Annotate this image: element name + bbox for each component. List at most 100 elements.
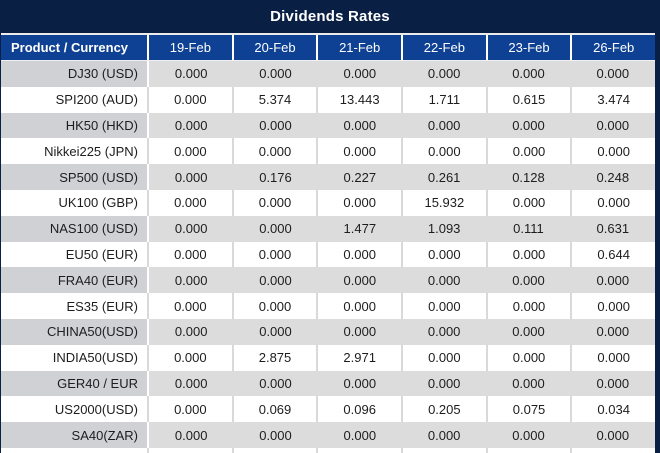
table-row: ES35 (EUR) 0.000 0.000 0.000 0.000 0.000 0.000 — [1, 293, 656, 319]
dividend-value: 0.096 — [318, 396, 404, 423]
dividend-value: 0.000 — [317, 370, 402, 397]
sliver-cell — [572, 448, 655, 453]
dividend-value: 0.000 — [572, 189, 656, 216]
product-label: NAS100 (USD) — [1, 215, 149, 242]
dividend-value: 0.000 — [317, 318, 402, 345]
product-label: SA40(ZAR) — [1, 422, 149, 448]
table-row: UK100 (GBP) 0.000 0.000 0.000 15.932 0.000 0.0… — [1, 189, 656, 216]
product-label: EU50 (EUR) — [1, 241, 149, 268]
table-row: US2000(USD) 0.000 0.069 0.096 0.205 0.075 0.03… — [1, 396, 656, 423]
dividend-value: 0.000 — [487, 138, 573, 165]
dividend-value: 5.374 — [233, 86, 319, 113]
table-row: HK50 (HKD) 0.000 0.000 0.000 0.000 0.000 0.000 — [1, 112, 655, 139]
table-row: DJ30 (USD) 0.000 0.000 0.000 0.000 0.000 0.000 — [1, 61, 655, 87]
dividend-value: 0.000 — [317, 112, 402, 139]
dividend-value: 0.111 — [486, 215, 571, 242]
sliver-cell — [318, 448, 404, 453]
dividends-table: Product / Currency 19-Feb 20-Feb 21-Feb … — [1, 33, 656, 453]
table-row: Nikkei225 (JPN) 0.000 0.000 0.000 0.000 0.000… — [1, 138, 656, 165]
dividend-value: 0.000 — [149, 61, 234, 87]
dividend-value: 0.000 — [570, 318, 655, 345]
dividend-value: 0.000 — [570, 267, 655, 294]
column-header-date: 23-Feb — [488, 35, 573, 60]
dividend-value: 0.000 — [233, 112, 318, 139]
dividend-value: 0.000 — [486, 112, 571, 139]
dividend-value: 15.932 — [403, 189, 488, 216]
dividend-value: 0.000 — [149, 422, 234, 448]
dividend-value: 0.000 — [401, 422, 487, 448]
product-label: DJ30 (USD) — [1, 61, 149, 87]
title-bar: Dividends Rates — [0, 0, 660, 33]
product-label: HK50 (HKD) — [1, 112, 149, 139]
dividend-value: 0.000 — [318, 293, 404, 319]
dividend-value: 0.000 — [233, 267, 318, 294]
table-row: FRA40 (EUR) 0.000 0.000 0.000 0.000 0.000 0.00… — [1, 267, 655, 294]
dividend-value: 0.000 — [401, 370, 487, 397]
dividend-value: 0.000 — [403, 138, 488, 165]
column-header-date: 20-Feb — [234, 35, 319, 60]
table-row: SP500 (USD) 0.000 0.176 0.227 0.261 0.128 0.24… — [1, 164, 655, 190]
dividend-value: 0.000 — [233, 189, 319, 216]
dividend-value: 0.261 — [401, 164, 487, 190]
dividend-value: 1.711 — [403, 86, 488, 113]
dividend-value: 0.176 — [233, 164, 318, 190]
dividend-value: 1.477 — [317, 215, 402, 242]
dividend-value: 0.000 — [570, 422, 655, 448]
sliver-cell — [1, 448, 149, 453]
dividend-value: 0.000 — [403, 241, 488, 268]
dividend-value: 0.000 — [487, 344, 573, 371]
product-label: FRA40 (EUR) — [1, 267, 149, 294]
dividend-value: 0.205 — [403, 396, 488, 423]
table-row: SPI200 (AUD) 0.000 5.374 13.443 1.711 0.615 3.… — [1, 86, 656, 113]
dividend-value: 0.000 — [149, 318, 234, 345]
dividend-value: 0.000 — [317, 61, 402, 87]
product-label: GER40 / EUR — [1, 370, 149, 397]
dividend-value: 0.000 — [487, 293, 573, 319]
dividend-value: 0.000 — [486, 370, 571, 397]
product-label: SP500 (USD) — [1, 164, 149, 190]
product-label: Nikkei225 (JPN) — [1, 138, 149, 165]
dividend-value: 2.875 — [233, 344, 319, 371]
table-row: NAS100 (USD) 0.000 0.000 1.477 1.093 0.111 0.6… — [1, 215, 655, 242]
dividend-value: 0.000 — [486, 422, 571, 448]
table-header-row: Product / Currency 19-Feb 20-Feb 21-Feb … — [1, 35, 655, 61]
dividend-value: 0.000 — [233, 138, 319, 165]
product-label: INDIA50(USD) — [1, 344, 149, 371]
product-label: ES35 (EUR) — [1, 293, 149, 319]
dividend-value: 0.000 — [233, 370, 318, 397]
dividend-value: 0.000 — [487, 241, 573, 268]
dividend-value: 0.000 — [572, 344, 656, 371]
dividend-value: 0.000 — [318, 241, 404, 268]
dividend-value: 0.000 — [486, 318, 571, 345]
dividend-value: 0.000 — [401, 267, 487, 294]
dividend-value: 0.000 — [149, 215, 234, 242]
dividend-value: 0.000 — [486, 267, 571, 294]
table-row: GER40 / EUR 0.000 0.000 0.000 0.000 0.000 0.00… — [1, 370, 655, 397]
dividend-value: 0.034 — [572, 396, 656, 423]
dividend-value: 0.000 — [487, 189, 573, 216]
dividend-value: 0.000 — [318, 138, 404, 165]
dividend-value: 0.000 — [149, 267, 234, 294]
dividend-value: 0.644 — [572, 241, 656, 268]
page-title: Dividends Rates — [270, 8, 390, 25]
dividend-value: 2.971 — [318, 344, 404, 371]
product-label: SPI200 (AUD) — [1, 86, 149, 113]
dividend-value: 0.000 — [570, 370, 655, 397]
dividend-value: 0.000 — [149, 164, 234, 190]
dividend-value: 0.248 — [570, 164, 655, 190]
dividend-value: 0.075 — [487, 396, 573, 423]
dividend-value: 0.227 — [317, 164, 402, 190]
sliver-cell — [234, 448, 319, 453]
column-header-product: Product / Currency — [1, 35, 149, 60]
dividend-value: 0.000 — [149, 138, 234, 165]
table-row: INDIA50(USD) 0.000 2.875 2.971 0.000 0.000 0.0… — [1, 344, 656, 371]
dividend-value: 0.000 — [317, 267, 402, 294]
dividend-value: 0.000 — [570, 61, 655, 87]
column-header-date: 19-Feb — [149, 35, 234, 60]
sliver-cell — [403, 448, 488, 453]
column-header-date: 21-Feb — [318, 35, 404, 60]
dividend-value: 0.000 — [572, 293, 656, 319]
dividend-value: 0.069 — [233, 396, 319, 423]
dividend-value: 13.443 — [318, 86, 404, 113]
